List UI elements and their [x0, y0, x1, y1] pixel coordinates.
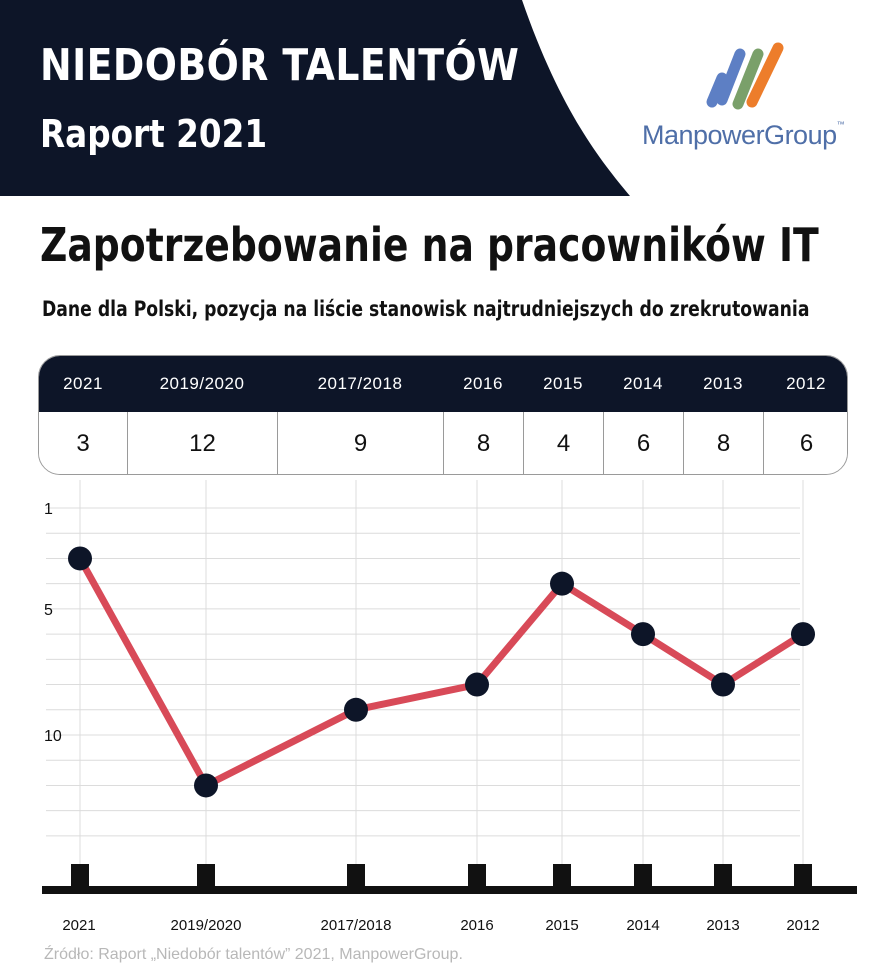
table-header-cell: 2015	[543, 374, 583, 393]
logo-stripe-1	[706, 72, 728, 108]
x-tick-mark	[347, 864, 365, 890]
data-point	[791, 622, 815, 647]
data-point	[711, 672, 735, 697]
table-value-cell: 4	[523, 412, 603, 474]
logo-stripe-4	[746, 42, 784, 108]
data-point	[550, 571, 574, 596]
x-tick-label: 2016	[460, 917, 493, 934]
x-tick-label: 2019/2020	[171, 917, 242, 934]
header-banner	[0, 0, 630, 196]
ranking-table: 2021 2019/2020 2017/2018 2016 2015 2014 2013 20…	[38, 355, 848, 475]
source-note: Źródło: Raport „Niedobór talentów” 2021,…	[44, 946, 463, 963]
x-tick-mark	[468, 864, 486, 890]
series-line	[76, 554, 807, 789]
y-tick-label: 10	[44, 728, 62, 745]
chart-subtitle: Dane dla Polski, pozycja na liście stano…	[42, 297, 810, 321]
x-tick-mark	[794, 864, 812, 890]
table-value-cell: 8	[443, 412, 523, 474]
x-tick-mark	[197, 864, 215, 890]
table-header-cell: 2013	[703, 374, 743, 393]
report-subtitle: Raport 2021	[40, 112, 268, 156]
report-title: NIEDOBÓR TALENTÓW	[40, 40, 520, 91]
data-point	[194, 773, 218, 798]
table-value-cell: 3	[76, 430, 90, 457]
x-tick-label: 2021	[62, 917, 95, 934]
data-point	[68, 546, 92, 571]
table-header-cell: 2012	[786, 374, 826, 393]
table-header-cell: 2019/2020	[159, 374, 245, 393]
y-tick-label: 1	[44, 501, 53, 518]
data-point	[465, 672, 489, 697]
x-tick-label: 2015	[545, 917, 578, 934]
y-tick-label: 5	[44, 602, 53, 619]
ranking-table-values: 3 12 9 8 4 6 8 6	[39, 412, 847, 474]
table-value-cell: 8	[683, 412, 763, 474]
x-tick-label: 2017/2018	[321, 917, 392, 934]
table-header-cell: 2014	[623, 374, 663, 393]
table-header-cell: 2016	[463, 374, 503, 393]
chart-title: Zapotrzebowanie na pracowników IT	[40, 218, 819, 272]
table-value-cell: 6	[763, 412, 847, 474]
x-tick-mark	[714, 864, 732, 890]
table-value-cell: 12	[127, 412, 277, 474]
logo-trademark: ™	[836, 120, 845, 129]
x-tick-mark	[634, 864, 652, 890]
table-value-cell: 9	[277, 412, 443, 474]
logo-wordmark: ManpowerGroup™	[642, 120, 845, 151]
data-point	[631, 622, 655, 647]
x-tick-label: 2013	[706, 917, 739, 934]
x-tick-label: 2012	[786, 917, 819, 934]
logo-stripe-2	[716, 48, 746, 106]
table-value-cell: 6	[603, 412, 683, 474]
x-tick-mark	[71, 864, 89, 890]
x-tick-mark	[553, 864, 571, 890]
table-header-cell: 2021	[63, 374, 103, 393]
ranking-table-header: 2021 2019/2020 2017/2018 2016 2015 2014 2013 20…	[39, 356, 847, 412]
data-point	[344, 697, 368, 722]
manpowergroup-logo-icon	[706, 42, 784, 110]
line-chart: 1 5 10 2021 2019/2020 2017/2018 2016 2015 2014 20…	[42, 480, 857, 934]
table-header-cell: 2017/2018	[317, 374, 403, 393]
x-tick-label: 2014	[626, 917, 659, 934]
x-axis-baseline	[42, 886, 857, 894]
logo-stripe-3	[732, 48, 764, 110]
logo-wordmark-text: ManpowerGroup	[642, 120, 837, 150]
